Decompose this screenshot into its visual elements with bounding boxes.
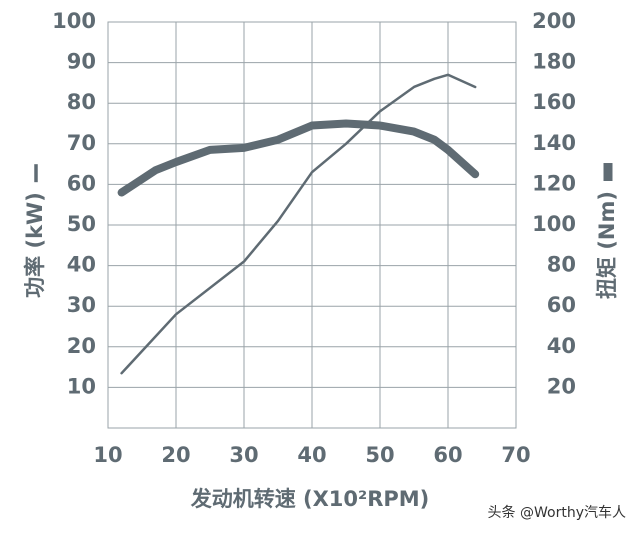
y2-tick-label: 60 (547, 293, 576, 317)
y2-tick-label: 20 (547, 374, 576, 398)
y2-tick-label: 140 (532, 131, 576, 155)
series-line (117, 119, 480, 197)
y-tick-label: 90 (67, 50, 96, 74)
y2-tick-label: 180 (532, 50, 576, 74)
x-tick-label: 60 (433, 443, 462, 467)
y-tick-label: 100 (52, 9, 96, 33)
y-tick-label: 30 (67, 293, 96, 317)
y-tick-label: 70 (67, 131, 96, 155)
x-tick-label: 30 (229, 443, 258, 467)
x-tick-label: 40 (297, 443, 326, 467)
x-tick-label: 50 (365, 443, 394, 467)
x-axis-title: 发动机转速 (X10²RPM) (190, 487, 430, 511)
y-tick-label: 10 (67, 374, 96, 398)
x-tick-label: 10 (93, 443, 122, 467)
y2-tick-label: 100 (532, 212, 576, 236)
y2-tick-label: 160 (532, 90, 576, 114)
legend-entry: 功率 (kW) (23, 164, 47, 298)
y-tick-label: 40 (67, 253, 96, 277)
y2-tick-label: 80 (547, 253, 576, 277)
y-tick-label: 50 (67, 212, 96, 236)
legend-label: 功率 (kW) (23, 192, 47, 298)
legend-label: 扭矩 (Nm) (595, 191, 619, 299)
y2-tick-label: 200 (532, 9, 576, 33)
y-tick-label: 20 (67, 334, 96, 358)
y-tick-label: 60 (67, 171, 96, 195)
x-tick-label: 20 (161, 443, 190, 467)
x-tick-label: 70 (501, 443, 530, 467)
series-line (120, 73, 477, 375)
y2-tick-label: 40 (547, 334, 576, 358)
y-tick-label: 80 (67, 90, 96, 114)
y2-tick-label: 120 (532, 171, 576, 195)
legend-entry: 扭矩 (Nm) (595, 163, 619, 299)
watermark: 头条 @Worthy汽车人 (488, 504, 626, 521)
